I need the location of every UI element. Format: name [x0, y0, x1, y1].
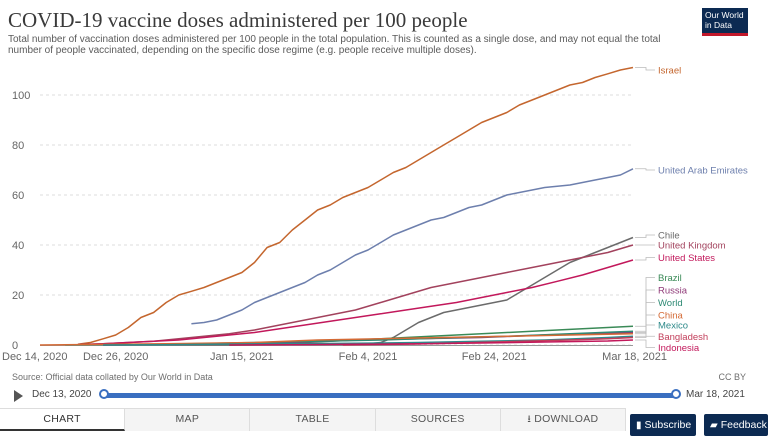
series-label-connector: [635, 335, 655, 338]
series-line: [77, 244, 634, 346]
tab-map[interactable]: MAP: [125, 409, 251, 431]
source-note: Source: Official data collated by Our Wo…: [12, 372, 213, 382]
x-tick-label: Feb 24, 2021: [462, 351, 527, 363]
tab-map-label: MAP: [175, 413, 200, 425]
license-link[interactable]: CC BY: [718, 372, 746, 382]
series-line: [229, 339, 634, 346]
timeline-end-label: Mar 18, 2021: [686, 389, 745, 400]
series-label: United States: [658, 253, 715, 264]
timeline-start-label: Dec 13, 2020: [32, 389, 92, 400]
tab-bar: CHART MAP TABLE SOURCES ⭳ DOWNLOAD: [0, 408, 627, 431]
series-label-connector: [635, 234, 655, 238]
subscribe-label: Subscribe: [644, 419, 692, 431]
series-label-connector: [635, 168, 655, 171]
x-tick-label: Feb 4, 2021: [339, 351, 398, 363]
logo-line-1: Our World: [705, 10, 744, 20]
feedback-button[interactable]: ▰ Feedback: [704, 414, 768, 436]
bell-icon: ▮: [636, 420, 642, 431]
timeline-track[interactable]: [104, 393, 676, 398]
series-line: [103, 236, 634, 346]
series-line: [77, 66, 634, 346]
y-tick-label: 40: [12, 240, 24, 252]
x-tick-label: Dec 14, 2020: [2, 351, 67, 363]
chart-subtitle: Total number of vaccination doses admini…: [8, 34, 661, 56]
series-label-connector: [635, 314, 655, 335]
timeline-end-handle[interactable]: [671, 389, 681, 399]
series-label: Brazil: [658, 273, 682, 284]
feedback-label: Feedback: [720, 419, 767, 431]
series-line: [103, 335, 634, 346]
tab-chart[interactable]: CHART: [0, 409, 126, 431]
series-label: Bangladesh: [658, 332, 708, 343]
y-tick-label: 60: [12, 190, 24, 202]
x-tick-label: Mar 18, 2021: [602, 351, 667, 363]
series-label-connector: [635, 339, 655, 348]
series-label: United Kingdom: [658, 241, 726, 252]
y-tick-label: 80: [12, 140, 24, 152]
series-label-connector: [635, 67, 655, 71]
series-label-connector: [635, 302, 655, 332]
x-tick-label: Jan 15, 2021: [210, 351, 274, 363]
line-chart: 0 20 40 60 80 100 Dec 14, 2020 Dec 26, 2020 Jan …: [2, 66, 748, 364]
series-label: China: [658, 311, 684, 322]
tab-sources-label: SOURCES: [410, 413, 465, 425]
series-label: Russia: [658, 286, 688, 297]
series-label: Israel: [658, 66, 681, 77]
subscribe-button[interactable]: ▮ Subscribe: [630, 414, 696, 436]
tab-table-label: TABLE: [295, 413, 330, 425]
y-tick-label: 20: [12, 290, 24, 302]
series-label: Mexico: [658, 321, 688, 332]
logo-line-2: in Data: [705, 19, 732, 30]
tab-chart-label: CHART: [43, 413, 81, 425]
x-tick-label: Dec 26, 2020: [83, 351, 148, 363]
play-icon[interactable]: [14, 390, 23, 402]
chart-title: COVID-19 vaccine doses administered per …: [8, 8, 468, 32]
series-label: Indonesia: [658, 343, 700, 354]
series-label: World: [658, 298, 683, 309]
series-line: [77, 259, 634, 346]
tab-download[interactable]: ⭳ DOWNLOAD: [500, 409, 627, 431]
download-icon: ⭳: [527, 414, 532, 425]
timeline-start-handle[interactable]: [99, 389, 109, 399]
owid-logo[interactable]: Our World in Data: [702, 8, 748, 36]
series-label: United Arab Emirates: [658, 166, 748, 177]
series-line: [191, 168, 634, 325]
y-tick-label: 0: [12, 340, 18, 352]
tab-table[interactable]: TABLE: [250, 409, 376, 431]
series-label-connector: [635, 257, 655, 261]
series-label: Chile: [658, 231, 680, 242]
series-line: [39, 333, 634, 346]
comment-icon: ▰: [710, 420, 718, 431]
tab-sources[interactable]: SOURCES: [375, 409, 501, 431]
series-label-connector: [635, 277, 655, 327]
tab-download-label: DOWNLOAD: [534, 413, 599, 425]
timeline: Dec 13, 2020 Mar 18, 2021: [0, 385, 768, 407]
y-tick-label: 100: [12, 90, 30, 102]
series-label-connector: [635, 324, 655, 337]
